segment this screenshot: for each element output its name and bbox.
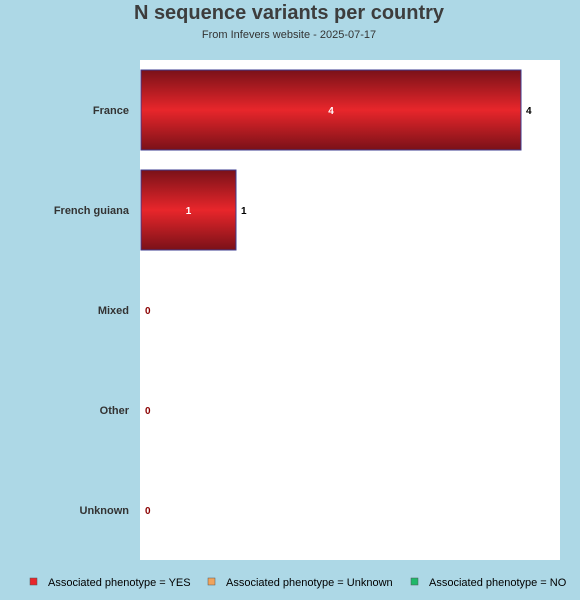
bar-france-series-0[interactable] xyxy=(140,69,522,151)
chart-subtitle: From Infevers website - 2025-07-17 xyxy=(202,29,376,41)
category-label-french-guiana: French guiana xyxy=(54,205,130,217)
total-label-other: 0 xyxy=(145,406,151,417)
total-label-france: 4 xyxy=(526,106,532,117)
legend-swatch-1 xyxy=(207,577,216,586)
chart-title: N sequence variants per country xyxy=(134,2,445,24)
total-label-unknown: 0 xyxy=(145,506,151,517)
category-label-unknown: Unknown xyxy=(80,505,130,517)
bars-layer: France 4 4 French guiana 1 1 Mixed 0 Other 0 Unkno… xyxy=(54,69,532,517)
legend-label-1[interactable]: Associated phenotype = Unknown xyxy=(226,577,393,589)
legend-swatch-0 xyxy=(29,577,38,586)
legend: Associated phenotype = YES Associated phe… xyxy=(29,577,567,589)
bar-value-label-french-guiana: 1 xyxy=(186,206,192,217)
total-label-mixed: 0 xyxy=(145,306,151,317)
bar-value-label-france: 4 xyxy=(328,106,334,117)
legend-swatch-2 xyxy=(410,577,419,586)
bar-french-guiana-series-0[interactable] xyxy=(140,169,237,251)
legend-label-0[interactable]: Associated phenotype = YES xyxy=(48,577,191,589)
category-label-other: Other xyxy=(100,405,130,417)
category-label-mixed: Mixed xyxy=(98,305,129,317)
legend-label-2[interactable]: Associated phenotype = NO xyxy=(429,577,567,589)
total-label-french-guiana: 1 xyxy=(241,206,247,217)
category-label-france: France xyxy=(93,105,129,117)
